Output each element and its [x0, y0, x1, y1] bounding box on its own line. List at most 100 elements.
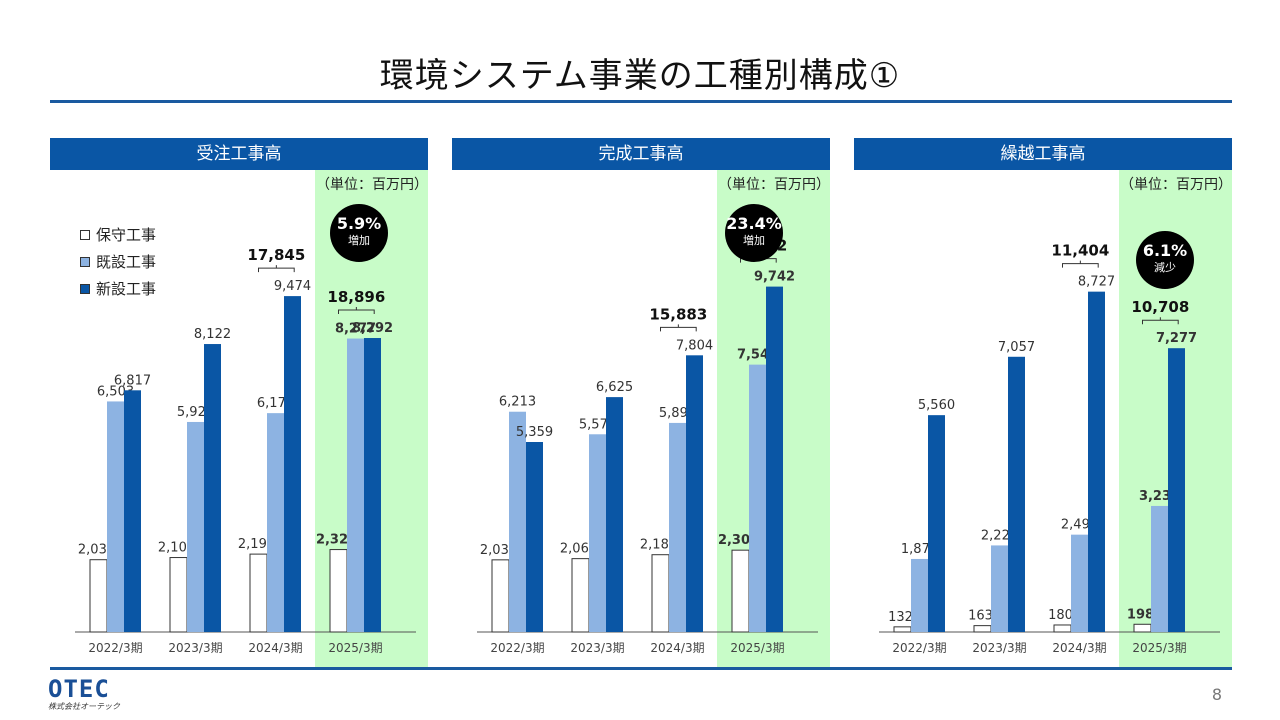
value-label: 6,817 — [114, 373, 151, 388]
unit-label: （単位：百万円） — [316, 177, 428, 193]
bar-kisetsu-1 — [589, 434, 606, 632]
value-label: 132 — [888, 610, 913, 625]
total-label: 18,896 — [327, 288, 385, 306]
bar-kisetsu-3 — [347, 338, 364, 632]
value-label: 180 — [1048, 608, 1073, 623]
value-label: 7,277 — [1156, 331, 1197, 346]
value-label: 7,804 — [676, 338, 713, 353]
value-label: 2,325 — [316, 533, 357, 548]
bar-hoshu-0 — [89, 559, 108, 633]
panel-backlog: 繰越工事高 132 1,873 5,560 2022/3期 163 2,220 7,057 2… — [854, 138, 1232, 668]
legend: 保守工事 既設工事 新設工事 — [80, 221, 156, 302]
value-label: 2,180 — [640, 538, 677, 553]
bar-kisetsu-0 — [107, 401, 124, 632]
page-number: 8 — [1211, 685, 1222, 704]
x-tick-label: 2024/3期 — [1052, 641, 1106, 655]
change-badge: 23.4% 増加 — [725, 204, 783, 262]
x-tick-label: 2023/3期 — [168, 641, 222, 655]
x-tick-label: 2022/3期 — [88, 641, 142, 655]
value-label: 6,213 — [499, 395, 536, 410]
bar-shinsetsu-2 — [284, 296, 301, 632]
bar-shinsetsu-1 — [1008, 356, 1025, 632]
bar-kisetsu-2 — [267, 413, 284, 632]
bar-hoshu-1 — [973, 625, 992, 633]
completed-chart: 2,0356,2135,3592022/3期2,0695,5776,625202… — [477, 170, 830, 668]
bar-kisetsu-0 — [509, 411, 526, 632]
company-logo: OTEC 株式会社オーテック — [48, 675, 120, 711]
total-bracket — [258, 265, 295, 273]
bar-shinsetsu-0 — [526, 441, 543, 632]
bar-hoshu-2 — [651, 554, 670, 633]
bar-hoshu-3 — [731, 549, 750, 633]
x-tick-label: 2025/3期 — [1132, 641, 1186, 655]
bar-kisetsu-1 — [991, 545, 1008, 632]
value-label: 2,308 — [718, 533, 759, 548]
value-label: 2,069 — [560, 542, 597, 557]
x-tick-label: 2024/3期 — [650, 641, 704, 655]
value-label: 8,277 — [335, 322, 376, 337]
unit-label: （単位：百万円） — [718, 177, 830, 193]
panel-completed: 完成工事高 2,035 6,213 5,359 2022/3期 2,069 5,577 6,… — [452, 138, 830, 668]
bar-shinsetsu-0 — [124, 390, 141, 632]
page-title: 環境システム事業の工種別構成① — [379, 56, 901, 96]
bar-hoshu-1 — [169, 557, 188, 633]
bar-shinsetsu-1 — [606, 397, 623, 632]
bar-shinsetsu-1 — [204, 344, 221, 632]
total-bracket — [1062, 260, 1099, 268]
panel-orders: 受注工事高 2,039 6,503 6,817 2022/3期 2,100 5,924 8,… — [50, 138, 428, 668]
bar-hoshu-0 — [893, 626, 912, 633]
bar-kisetsu-3 — [1151, 505, 1168, 632]
bar-hoshu-2 — [1053, 624, 1072, 633]
total-bracket — [1142, 317, 1179, 325]
unit-label: （単位：百万円） — [1120, 177, 1232, 193]
bar-kisetsu-3 — [749, 364, 766, 632]
x-tick-label: 2022/3期 — [892, 641, 946, 655]
total-label: 15,883 — [649, 305, 707, 323]
total-label: 11,404 — [1051, 242, 1109, 260]
total-bracket — [338, 307, 375, 315]
panel-header: 繰越工事高 — [854, 138, 1232, 170]
x-tick-label: 2023/3期 — [570, 641, 624, 655]
value-label: 7,057 — [998, 340, 1035, 355]
total-label: 10,708 — [1131, 298, 1189, 316]
change-badge: 5.9% 増加 — [330, 204, 388, 262]
total-bracket — [660, 324, 697, 332]
value-label: 8,727 — [1078, 275, 1115, 290]
bar-shinsetsu-2 — [686, 355, 703, 632]
value-label: 9,474 — [274, 279, 311, 294]
bar-kisetsu-0 — [911, 558, 928, 632]
x-tick-label: 2025/3期 — [730, 641, 784, 655]
value-label: 163 — [968, 609, 993, 624]
x-tick-label: 2024/3期 — [248, 641, 302, 655]
value-label: 5,560 — [918, 398, 955, 413]
legend-item-kisetsu: 既設工事 — [80, 248, 156, 275]
bar-shinsetsu-3 — [1168, 348, 1185, 632]
x-tick-label: 2022/3期 — [490, 641, 544, 655]
value-label: 9,742 — [754, 270, 795, 285]
bar-hoshu-3 — [329, 549, 348, 633]
panel-header: 完成工事高 — [452, 138, 830, 170]
value-label: 198 — [1127, 607, 1154, 622]
bar-kisetsu-2 — [1071, 534, 1088, 632]
bar-shinsetsu-3 — [364, 338, 381, 632]
bar-shinsetsu-0 — [928, 415, 945, 632]
value-label: 2,197 — [238, 537, 275, 552]
value-label: 2,039 — [78, 543, 115, 558]
value-label: 8,122 — [194, 327, 231, 342]
bar-shinsetsu-2 — [1088, 291, 1105, 632]
legend-item-hoshu: 保守工事 — [80, 221, 156, 248]
x-tick-label: 2023/3期 — [972, 641, 1026, 655]
title-divider — [50, 100, 1232, 103]
bar-kisetsu-1 — [187, 421, 204, 632]
bar-shinsetsu-3 — [766, 286, 783, 632]
x-tick-label: 2025/3期 — [328, 641, 382, 655]
panel-header: 受注工事高 — [50, 138, 428, 170]
bar-hoshu-2 — [249, 553, 268, 633]
total-label: 17,845 — [247, 246, 305, 264]
value-label: 8,292 — [352, 321, 393, 336]
value-label: 6,625 — [596, 380, 633, 395]
bar-hoshu-3 — [1133, 623, 1152, 633]
footer-divider — [50, 667, 1232, 670]
value-label: 2,035 — [480, 543, 517, 558]
bar-hoshu-1 — [571, 558, 590, 633]
